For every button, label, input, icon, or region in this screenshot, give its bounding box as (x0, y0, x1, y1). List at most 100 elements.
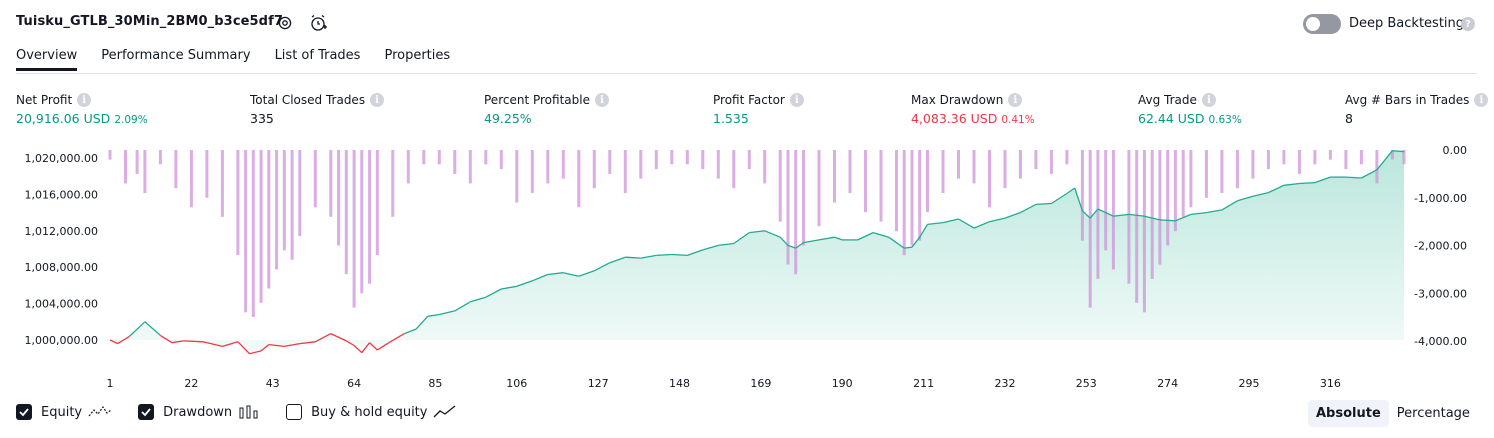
deep-backtesting-label: Deep Backtesting (1349, 16, 1465, 31)
drawdown-bar (236, 150, 240, 256)
equity-line-segment (687, 249, 704, 257)
equity-line-segment (501, 285, 517, 290)
equity-line-segment (345, 340, 355, 347)
metric-total-closed-trades: Total Closed Trades i 335 (250, 93, 385, 126)
equity-line-segment (1268, 184, 1285, 194)
drawdown-bar (422, 150, 426, 165)
equity-line-segment (733, 232, 750, 245)
drawdown-bar (205, 150, 209, 198)
info-icon[interactable]: i (1474, 93, 1489, 107)
equity-line-segment (873, 231, 889, 238)
equity-line-segment (314, 333, 332, 343)
legend-equity[interactable]: Equity (16, 404, 112, 420)
metric-value: 335 (250, 111, 274, 126)
equity-line-segment (818, 236, 835, 241)
drawdown-bar (879, 150, 883, 222)
tab-properties[interactable]: Properties (384, 48, 451, 63)
absolute-button[interactable]: Absolute (1308, 400, 1389, 427)
checkbox-checked-icon[interactable] (16, 404, 32, 420)
drawdown-bar (1402, 150, 1406, 165)
drawdown-bar (1375, 150, 1379, 184)
deep-backtesting-toggle[interactable] (1303, 14, 1341, 34)
drawdown-bar (592, 150, 596, 189)
equity-line-segment (671, 253, 688, 257)
equity-line-segment (919, 224, 929, 238)
drawdown-bar (833, 150, 836, 203)
equity-line-segment (376, 342, 390, 351)
drawdown-bar (1111, 150, 1115, 270)
metric-avg-bars: Avg # Bars in Trades i 8 (1345, 93, 1489, 126)
drawdown-bar (468, 150, 472, 184)
drawdown-bar (1080, 150, 1084, 241)
drawdown-bar (623, 150, 627, 193)
equity-line-segment (516, 280, 533, 287)
metric-percent: 2.09% (114, 114, 148, 126)
drawdown-bar (220, 150, 224, 217)
drawdown-bar (515, 150, 519, 203)
equity-area (110, 150, 1404, 354)
equity-line-segment (249, 350, 262, 355)
drawdown-bar (577, 150, 581, 208)
gear-icon[interactable] (275, 13, 295, 33)
info-icon[interactable]: i (789, 93, 804, 107)
tab-list-of-trades[interactable]: List of Trades (274, 48, 361, 63)
metric-value: 8 (1345, 111, 1353, 126)
question-mark-icon[interactable]: ? (1461, 17, 1475, 31)
equity-line-segment (1175, 213, 1192, 222)
drawdown-bar (1142, 150, 1146, 313)
info-icon[interactable]: i (1201, 93, 1216, 107)
chart-legend: Equity Drawdown Buy & hold equity (16, 404, 483, 420)
drawdown-bar (817, 150, 821, 227)
drawdown-bar (1189, 150, 1193, 208)
drawdown-bar (329, 150, 333, 217)
drawdown-bar (1204, 150, 1208, 198)
left-axis-tick-label: 1,020,000.00 (25, 152, 98, 165)
left-axis-tick-label: 1,008,000.00 (25, 261, 98, 274)
drawdown-bar (1150, 150, 1154, 279)
legend-buy-hold[interactable]: Buy & hold equity (286, 404, 457, 420)
drawdown-bar (453, 150, 457, 174)
drawdown-bar (1251, 150, 1255, 179)
equity-line-segment (904, 246, 913, 249)
drawdown-bar (368, 150, 372, 284)
equity-line-segment (1252, 191, 1269, 197)
legend-drawdown[interactable]: Drawdown (138, 404, 260, 420)
drawdown-bar (763, 150, 767, 184)
drawdown-bar (189, 150, 193, 208)
metric-label: Net Profit (16, 93, 73, 107)
checkbox-checked-icon[interactable] (138, 404, 155, 420)
drawdown-bar (1328, 150, 1332, 160)
equity-line-segment (144, 321, 161, 336)
info-icon[interactable]: i (594, 93, 609, 107)
left-axis-tick-label: 1,012,000.00 (25, 225, 98, 238)
metric-avg-trade: Avg Trade i 62.44 USD 0.63% (1138, 93, 1242, 126)
drawdown-bar (864, 150, 867, 213)
drawdown-bar (1313, 150, 1317, 165)
drawdown-bar (344, 150, 348, 275)
info-icon[interactable]: i (370, 93, 385, 107)
info-icon[interactable]: i (1008, 93, 1023, 107)
x-axis-tick-label: 148 (669, 377, 690, 390)
equity-line-segment (1283, 182, 1300, 186)
equity-line-segment (609, 256, 626, 264)
x-axis-tick-label: 169 (750, 377, 771, 390)
left-axis-tick-label: 1,016,000.00 (25, 188, 98, 201)
drawdown-bar (786, 150, 790, 265)
equity-line-segment (1392, 150, 1405, 153)
drawdown-bar (437, 150, 441, 165)
equity-drawdown-chart[interactable]: 1,020,000.00 1,016,000.00 1,012,000.00 1,00… (0, 140, 1494, 398)
percentage-button[interactable]: Percentage (1396, 406, 1470, 421)
info-icon[interactable]: i (77, 93, 92, 107)
metric-value: 4,083.36 USD (911, 111, 998, 126)
tab-overview[interactable]: Overview (16, 48, 78, 71)
alarm-clock-plus-icon[interactable] (308, 13, 328, 33)
drawdown-bar (282, 150, 286, 251)
equity-line-segment (1128, 213, 1145, 217)
equity-line-segment (128, 321, 146, 337)
drawdown-bar (685, 150, 689, 165)
drawdown-bar (375, 150, 379, 256)
legend-label: Equity (41, 404, 83, 420)
tab-performance-summary[interactable]: Performance Summary (101, 48, 251, 63)
strategy-title: Tuisku_GTLB_30Min_2BM0_b3ce5df7 (16, 14, 283, 29)
checkbox-unchecked-icon[interactable] (286, 404, 303, 420)
